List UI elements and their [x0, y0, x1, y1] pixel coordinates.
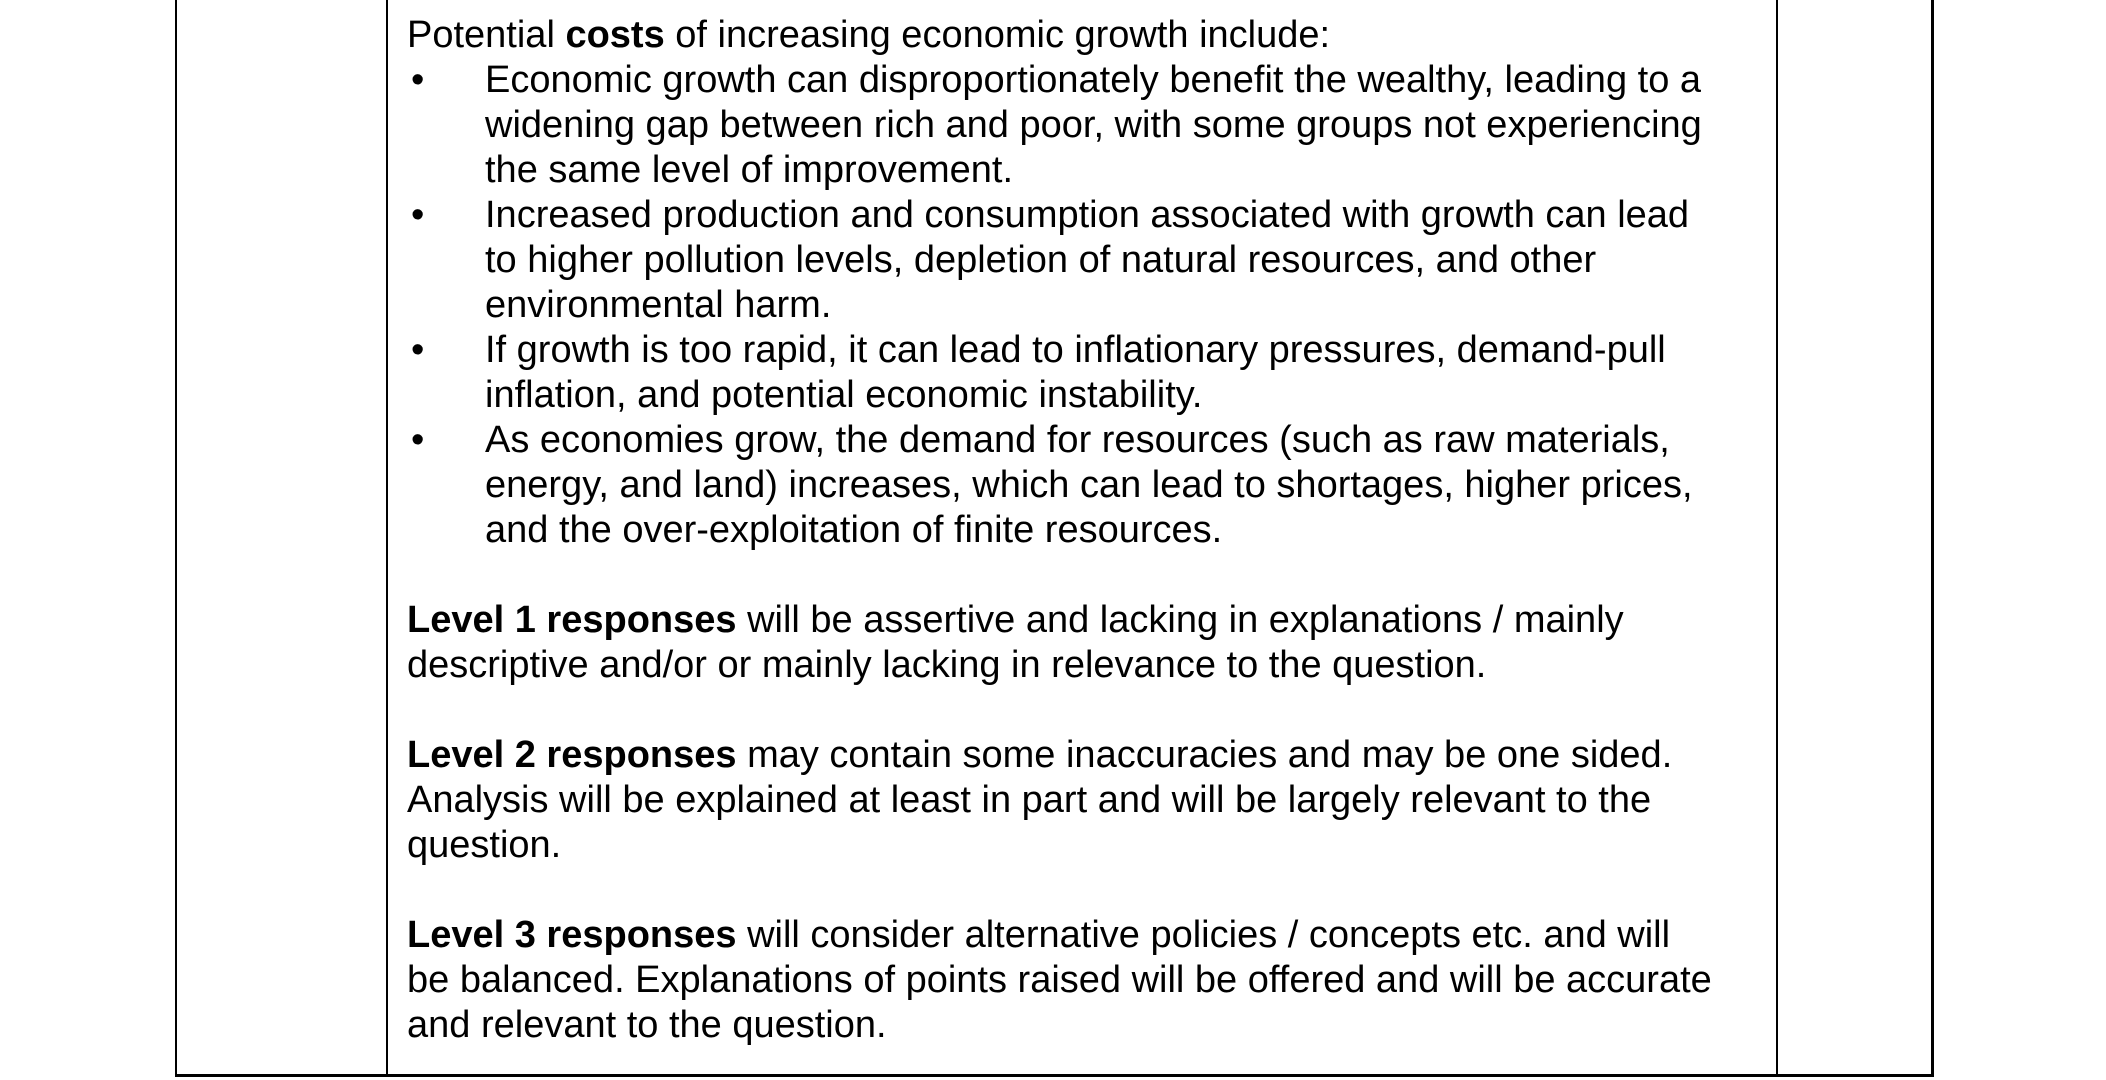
level-1-label: Level 1 responses	[407, 599, 737, 641]
text-line: If growth is too rapid, it can lead to i…	[485, 329, 1666, 371]
bullet-item: • If growth is too rapid, it can lead to…	[407, 328, 1772, 418]
bullet-item: • Economic growth can disproportionately…	[407, 58, 1772, 193]
table-border-bottom	[175, 1074, 1934, 1077]
text-line: Level 3 responses will consider alternat…	[407, 913, 1772, 958]
level-2-label: Level 2 responses	[407, 734, 737, 776]
text-line: energy, and land) increases, which can l…	[485, 464, 1693, 506]
intro-text-bold: costs	[565, 14, 665, 56]
text-line: question.	[407, 824, 562, 866]
text-line: Analysis will be explained at least in p…	[407, 779, 1652, 821]
text-line: and the over-exploitation of finite reso…	[485, 509, 1223, 551]
text-line: inflation, and potential economic instab…	[485, 374, 1203, 416]
text-line: Level 2 responses may contain some inacc…	[407, 733, 1772, 778]
level-3-text: will consider alternative policies / con…	[736, 914, 1671, 956]
intro-line: Potential costs of increasing economic g…	[407, 13, 1772, 58]
text-line: be balanced. Explanations of points rais…	[407, 959, 1712, 1001]
level-2-text: may contain some inaccuracies and may be…	[736, 734, 1673, 776]
table-border-left	[175, 0, 177, 1077]
level-1-descriptor: Level 1 responses will be assertive and …	[407, 598, 1772, 688]
table-border-answer-marks-divider	[1776, 0, 1778, 1077]
text-line: Economic growth can disproportionately b…	[485, 59, 1702, 101]
question-number-cell	[177, 0, 386, 1074]
level-3-descriptor: Level 3 responses will consider alternat…	[407, 913, 1772, 1048]
text-line: to higher pollution levels, depletion of…	[485, 239, 1597, 281]
table-border-question-answer-divider	[386, 0, 388, 1077]
text-line: descriptive and/or or mainly lacking in …	[407, 644, 1487, 686]
bullet-icon: •	[411, 329, 425, 371]
level-3-label: Level 3 responses	[407, 914, 737, 956]
marks-cell	[1778, 0, 1931, 1074]
text-line: and relevant to the question.	[407, 1004, 887, 1046]
bullet-item: • As economies grow, the demand for reso…	[407, 418, 1772, 553]
bullet-icon: •	[411, 59, 425, 101]
text-line: environmental harm.	[485, 284, 832, 326]
bullet-icon: •	[411, 419, 425, 461]
text-line: Increased production and consumption ass…	[485, 194, 1690, 236]
answer-cell: Potential costs of increasing economic g…	[407, 13, 1772, 1048]
text-line: Level 1 responses will be assertive and …	[407, 598, 1772, 643]
level-2-descriptor: Level 2 responses may contain some inacc…	[407, 733, 1772, 868]
bullet-item: • Increased production and consumption a…	[407, 193, 1772, 328]
text-line: As economies grow, the demand for resour…	[485, 419, 1670, 461]
text-line: the same level of improvement.	[485, 149, 1014, 191]
level-1-text: will be assertive and lacking in explana…	[736, 599, 1624, 641]
text-line: widening gap between rich and poor, with…	[485, 104, 1702, 146]
table-border-right	[1931, 0, 1934, 1077]
intro-text-post: of increasing economic growth include:	[664, 14, 1331, 56]
bullet-icon: •	[411, 194, 425, 236]
intro-text-pre: Potential	[407, 14, 566, 56]
